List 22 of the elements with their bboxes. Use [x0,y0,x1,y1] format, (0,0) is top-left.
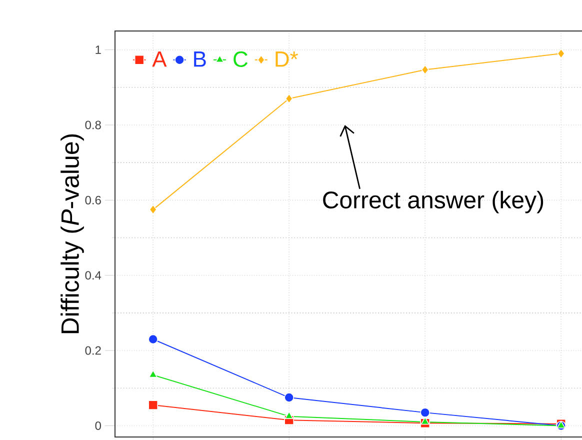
y-tick-label: 0.6 [85,196,101,204]
point [284,392,294,402]
y-tick-label: 0 [95,421,101,430]
annotation: Correct answer (key) [323,190,544,214]
point [420,417,430,425]
point [148,370,158,378]
point [148,400,158,410]
legend-label: B [194,52,206,67]
y-tick-label: 0.4 [85,271,102,280]
point [149,204,157,214]
y-tick-label: 1 [96,46,101,54]
legend-label: C [234,51,248,68]
point [285,94,293,104]
point [557,48,565,58]
point [420,408,430,418]
legend-label: A [152,52,167,67]
point [421,64,429,75]
y-tick-label: 0.8 [85,120,101,130]
y-axis-title: Difficulty (P-value) [60,134,84,334]
y-tick-label: 0.2 [85,346,101,355]
legend-label: D* [276,52,298,67]
point [148,334,158,344]
